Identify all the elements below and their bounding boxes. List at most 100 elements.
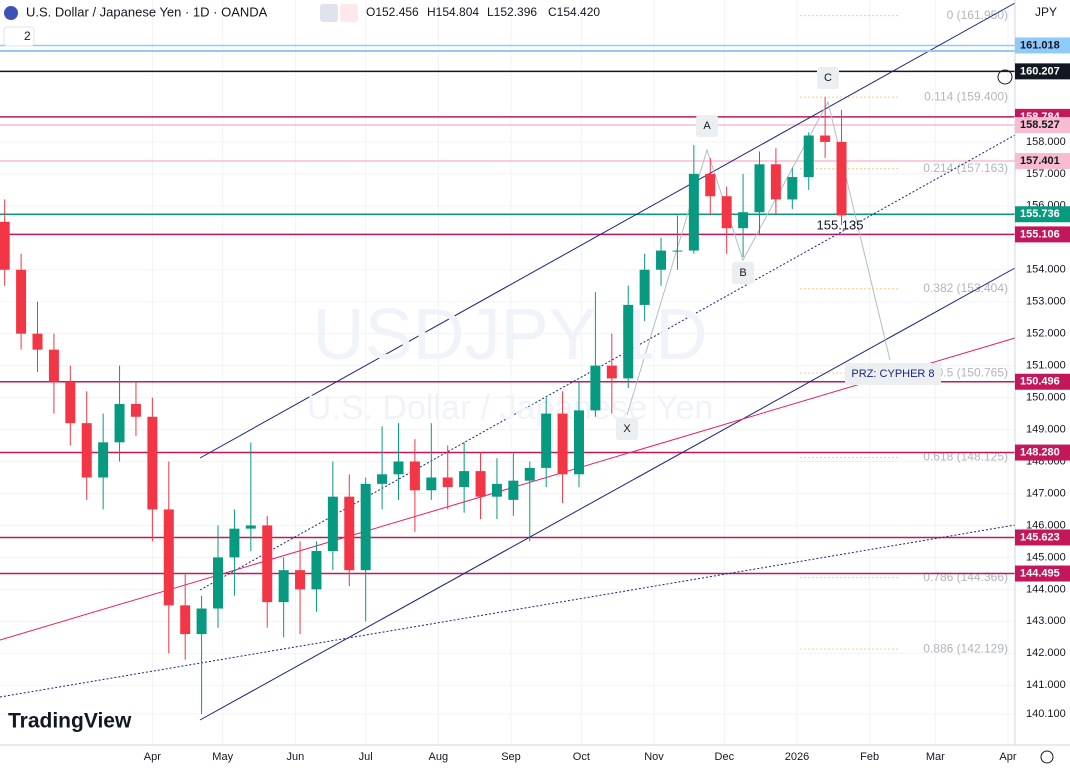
- x-tick-label: Jul: [359, 751, 373, 763]
- candle-body: [180, 605, 191, 635]
- currency[interactable]: JPY: [1035, 5, 1057, 19]
- fib-label: 0.214 (157.163): [923, 161, 1008, 175]
- level-label: 155.736: [1020, 208, 1060, 220]
- flag-icon: [4, 6, 18, 20]
- candle-body: [16, 269, 27, 334]
- level-label: 144.495: [1020, 567, 1060, 579]
- y-tick-label: 149.000: [1026, 423, 1066, 435]
- level-badge: [1015, 153, 1070, 170]
- pattern-price: 155.135: [817, 217, 864, 232]
- candle-body: [721, 196, 732, 229]
- indicator-count: 2: [24, 29, 31, 43]
- fib-label: 0.5 (150.765): [937, 365, 1008, 379]
- candle-body: [541, 413, 552, 468]
- candle-body: [738, 212, 749, 229]
- candle-body: [130, 403, 141, 417]
- label-box: [616, 418, 638, 440]
- y-tick-label: 146.000: [1026, 519, 1066, 531]
- level-label: 148.280: [1020, 446, 1060, 458]
- settings-button[interactable]: [1040, 750, 1054, 764]
- fib-label: 0.618 (148.125): [923, 450, 1008, 464]
- candle-body: [623, 304, 634, 379]
- symbol: U.S. Dollar / Japanese Yen · 1D · OANDA: [26, 4, 268, 19]
- y-tick-label: 151.000: [1026, 360, 1066, 372]
- pattern-label: C: [824, 72, 832, 84]
- candle-body: [81, 423, 92, 478]
- candle-body: [98, 442, 109, 478]
- candle-body: [639, 269, 650, 305]
- y-tick-label: 147.000: [1026, 487, 1066, 499]
- candle-body: [705, 173, 716, 197]
- candle-body: [491, 483, 502, 497]
- candle-body: [147, 416, 158, 510]
- candle-body: [163, 509, 174, 606]
- candle-body: [557, 413, 568, 475]
- drawings: [0, 2, 1016, 721]
- level-label: 161.018: [1020, 39, 1060, 51]
- pattern-label: B: [739, 267, 746, 279]
- prz-box: [845, 363, 941, 385]
- fib-label: 0.886 (142.129): [923, 641, 1008, 655]
- candle-body: [213, 557, 224, 609]
- pattern-label: X: [623, 423, 631, 435]
- x-tick-label: Apr: [999, 751, 1016, 763]
- candle-body: [754, 164, 765, 213]
- badge: [320, 4, 338, 22]
- candle-body: [48, 349, 59, 382]
- candle-body: [409, 461, 420, 491]
- candle-body: [65, 381, 76, 424]
- candle-body: [32, 333, 43, 350]
- candle-body: [803, 135, 814, 178]
- level-badge: [1015, 565, 1070, 582]
- candle-body: [573, 410, 584, 475]
- candle-body: [508, 480, 519, 500]
- candle-body: [836, 141, 847, 216]
- level-badge: [1015, 117, 1070, 134]
- candle-body: [524, 467, 535, 481]
- level-badge: [1015, 529, 1070, 546]
- candle-body: [0, 221, 10, 270]
- badge: [340, 4, 358, 22]
- level-label: 157.401: [1020, 155, 1060, 167]
- channel-line: [199, 2, 1016, 459]
- logo: TradingView: [8, 710, 132, 733]
- label-box: [817, 67, 839, 89]
- axis-labels: 158.000157.000156.000155.000154.000153.0…: [144, 37, 1070, 763]
- add-button[interactable]: [997, 69, 1013, 85]
- x-tick-label: Aug: [429, 751, 449, 763]
- candle-body: [426, 477, 437, 491]
- ohlc-open: O152.456: [366, 5, 419, 19]
- trend-line: [0, 524, 1016, 698]
- header: U.S. Dollar / Japanese Yen · 1D · OANDA …: [3, 4, 600, 47]
- channel-line: [199, 267, 1016, 721]
- x-tick-label: Sep: [501, 751, 521, 763]
- candle-body: [656, 250, 667, 270]
- candle-body: [442, 477, 453, 488]
- y-tick-label: 140.100: [1026, 708, 1066, 720]
- candle-body: [475, 471, 486, 497]
- level-badge: [1015, 206, 1070, 223]
- ohlc-close: C154.420: [548, 5, 600, 19]
- y-tick-label: 145.000: [1026, 551, 1066, 563]
- watermark-name: U.S. Dollar / Japanese Yen: [307, 389, 713, 427]
- fib-label: 0.382 (153.404): [923, 281, 1008, 295]
- candle-body: [311, 550, 322, 590]
- indicator-toggle[interactable]: [3, 26, 35, 47]
- candle-body: [820, 135, 831, 142]
- channel-mid: [199, 134, 1016, 591]
- watermark-ticker: USDJPY 1D: [313, 295, 708, 375]
- candle-body: [327, 496, 338, 551]
- y-tick-label: 143.000: [1026, 615, 1066, 627]
- level-label: 150.496: [1020, 376, 1060, 388]
- candle-body: [245, 525, 256, 529]
- x-tick-label: Apr: [144, 751, 161, 763]
- y-tick-label: 153.000: [1026, 296, 1066, 308]
- candle-body: [688, 173, 699, 251]
- x-tick-label: Mar: [926, 751, 945, 763]
- candle-body: [672, 250, 683, 252]
- y-tick-label: 150.000: [1026, 391, 1066, 403]
- candles: [0, 97, 847, 714]
- y-tick-label: 152.000: [1026, 328, 1066, 340]
- ohlc-low: L152.396: [487, 5, 537, 19]
